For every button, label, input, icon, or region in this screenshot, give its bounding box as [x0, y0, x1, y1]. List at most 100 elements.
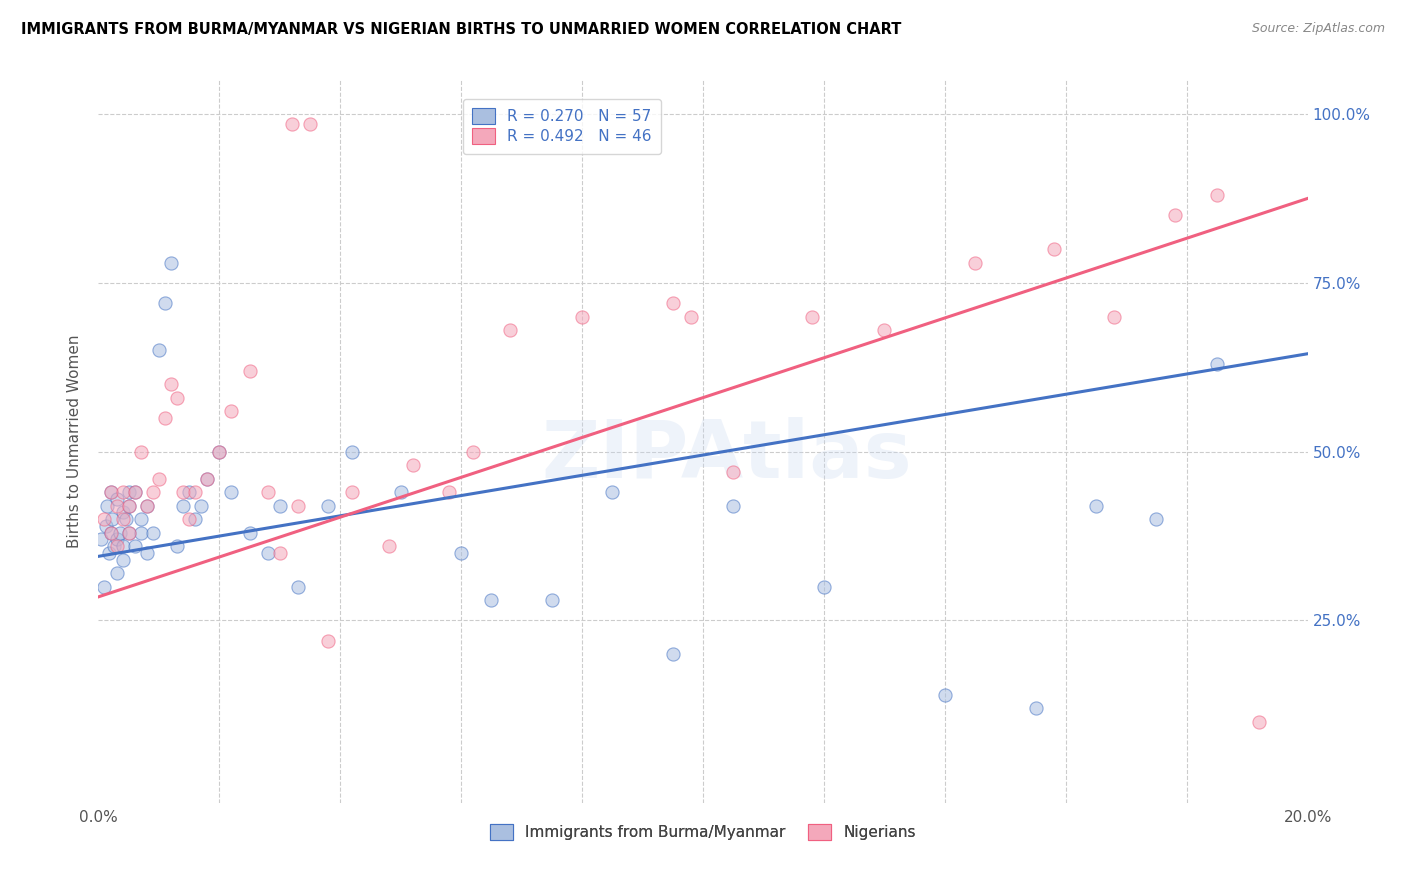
- Point: [256, 485, 278, 500]
- Point: [129, 525, 152, 540]
- Point: [118, 499, 141, 513]
- Point: [100, 525, 122, 540]
- Point: [299, 117, 322, 131]
- Point: [118, 525, 141, 540]
- Point: [873, 323, 896, 337]
- Point: [90, 533, 112, 547]
- Point: [118, 525, 141, 540]
- Point: [93, 512, 115, 526]
- Point: [160, 255, 183, 269]
- Point: [377, 539, 399, 553]
- Point: [142, 525, 165, 540]
- Point: [1042, 242, 1064, 256]
- Point: [190, 499, 212, 513]
- Point: [389, 485, 412, 500]
- Point: [269, 499, 291, 513]
- Point: [679, 310, 702, 324]
- Point: [172, 485, 194, 500]
- Point: [1085, 499, 1108, 513]
- Point: [540, 593, 562, 607]
- Point: [153, 411, 176, 425]
- Point: [1249, 714, 1271, 729]
- Point: [1024, 701, 1046, 715]
- Point: [256, 546, 278, 560]
- Point: [813, 580, 835, 594]
- Point: [96, 499, 118, 513]
- Text: ZIPAtlas: ZIPAtlas: [541, 417, 912, 495]
- Point: [148, 343, 170, 358]
- Point: [172, 499, 194, 513]
- Point: [481, 593, 503, 607]
- Point: [281, 117, 304, 131]
- Point: [179, 512, 201, 526]
- Point: [1163, 208, 1185, 222]
- Point: [239, 364, 262, 378]
- Point: [184, 485, 207, 500]
- Point: [166, 539, 188, 553]
- Point: [105, 499, 128, 513]
- Point: [463, 444, 485, 458]
- Point: [118, 485, 141, 500]
- Point: [111, 512, 134, 526]
- Point: [498, 323, 520, 337]
- Point: [1102, 310, 1125, 324]
- Point: [1206, 357, 1229, 371]
- Point: [111, 552, 134, 566]
- Point: [661, 647, 683, 661]
- Point: [1206, 188, 1229, 202]
- Point: [153, 296, 176, 310]
- Point: [269, 546, 291, 560]
- Point: [179, 485, 201, 500]
- Point: [934, 688, 956, 702]
- Point: [98, 546, 121, 560]
- Point: [221, 485, 243, 500]
- Point: [342, 444, 364, 458]
- Point: [1144, 512, 1167, 526]
- Point: [602, 485, 624, 500]
- Point: [437, 485, 460, 500]
- Point: [135, 499, 157, 513]
- Point: [184, 512, 207, 526]
- Point: [661, 296, 683, 310]
- Point: [105, 491, 128, 506]
- Point: [111, 505, 134, 519]
- Point: [723, 465, 745, 479]
- Point: [142, 485, 165, 500]
- Point: [160, 377, 183, 392]
- Point: [100, 485, 122, 500]
- Legend: Immigrants from Burma/Myanmar, Nigerians: Immigrants from Burma/Myanmar, Nigerians: [481, 815, 925, 849]
- Point: [105, 566, 128, 581]
- Point: [105, 539, 128, 553]
- Point: [342, 485, 364, 500]
- Point: [100, 485, 122, 500]
- Point: [100, 512, 122, 526]
- Point: [195, 472, 218, 486]
- Point: [316, 633, 339, 648]
- Point: [208, 444, 231, 458]
- Point: [124, 485, 146, 500]
- Point: [316, 499, 339, 513]
- Text: IMMIGRANTS FROM BURMA/MYANMAR VS NIGERIAN BIRTHS TO UNMARRIED WOMEN CORRELATION : IMMIGRANTS FROM BURMA/MYANMAR VS NIGERIA…: [21, 22, 901, 37]
- Point: [103, 539, 125, 553]
- Point: [166, 391, 188, 405]
- Point: [129, 444, 152, 458]
- Y-axis label: Births to Unmarried Women: Births to Unmarried Women: [67, 334, 83, 549]
- Point: [287, 499, 309, 513]
- Point: [723, 499, 745, 513]
- Point: [208, 444, 231, 458]
- Point: [94, 519, 117, 533]
- Point: [800, 310, 823, 324]
- Point: [571, 310, 593, 324]
- Point: [100, 525, 122, 540]
- Point: [114, 512, 136, 526]
- Point: [965, 255, 987, 269]
- Point: [450, 546, 472, 560]
- Point: [118, 499, 141, 513]
- Point: [93, 580, 115, 594]
- Text: Source: ZipAtlas.com: Source: ZipAtlas.com: [1251, 22, 1385, 36]
- Point: [148, 472, 170, 486]
- Point: [108, 525, 131, 540]
- Point: [135, 546, 157, 560]
- Point: [124, 539, 146, 553]
- Point: [124, 485, 146, 500]
